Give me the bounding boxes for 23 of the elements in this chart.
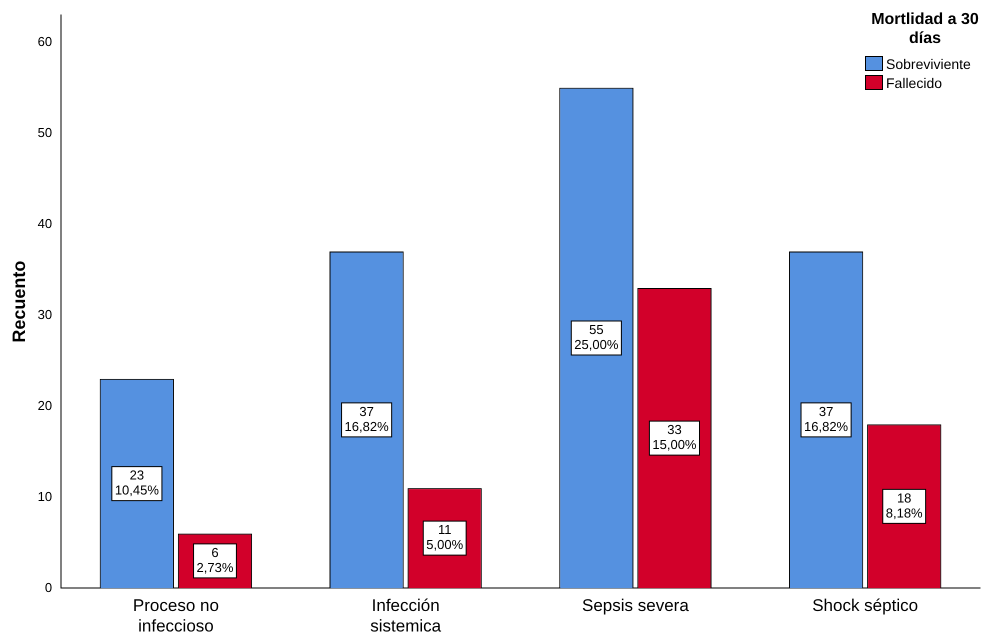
y-tick-label: 0 bbox=[44, 580, 52, 595]
data-label: 37 16,82% bbox=[344, 404, 390, 434]
data-label: 37 16,82% bbox=[804, 404, 849, 434]
x-tick-label: Shock séptico bbox=[812, 596, 918, 616]
x-tick-label: Proceso no infeccioso bbox=[132, 596, 219, 636]
y-tick-label: 60 bbox=[38, 34, 52, 49]
data-label: 55 25,00% bbox=[574, 322, 619, 352]
data-label: 33 15,00% bbox=[652, 422, 697, 452]
y-tick-label: 20 bbox=[38, 398, 52, 413]
y-tick-label: 10 bbox=[38, 488, 52, 504]
y-tick-label: 50 bbox=[38, 124, 52, 140]
x-tick-label: Infección sistemica bbox=[370, 596, 442, 636]
y-axis-title: Recuento bbox=[8, 260, 29, 343]
legend-label: Fallecido bbox=[886, 74, 942, 90]
legend-title: Mortlidad a 30 días bbox=[870, 10, 980, 48]
y-tick-label: 40 bbox=[38, 216, 52, 231]
data-label: 23 10,45% bbox=[114, 468, 160, 498]
data-label: 6 2,73% bbox=[196, 544, 234, 575]
y-tick-label: 30 bbox=[38, 306, 52, 322]
data-label: 18 8,18% bbox=[886, 490, 924, 520]
x-tick-label: Sepsis severa bbox=[582, 596, 690, 616]
legend-label: Sobreviviente bbox=[886, 56, 971, 72]
data-label: 11 5,00% bbox=[426, 522, 464, 552]
